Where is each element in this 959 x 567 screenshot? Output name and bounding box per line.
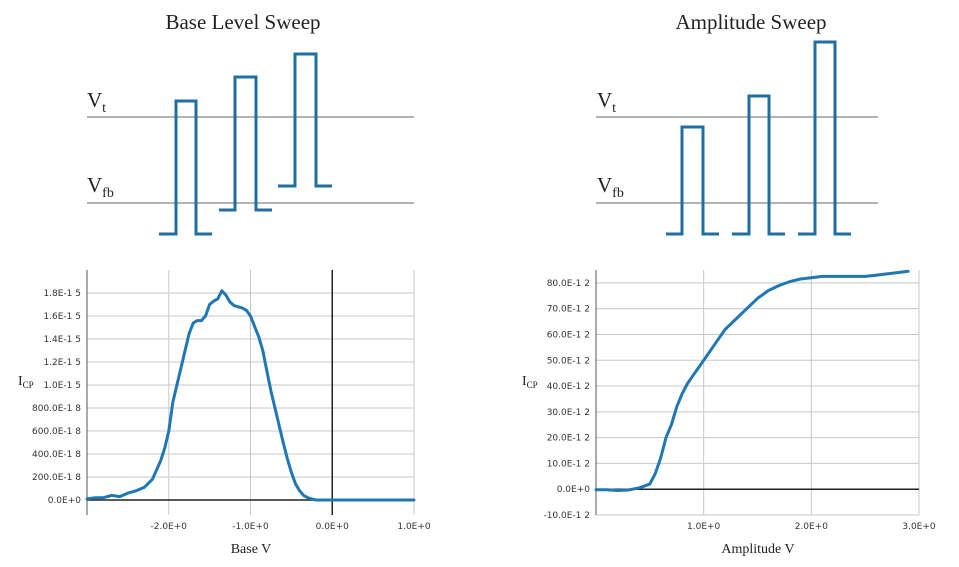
tick-labels: 0.0E+0 200.0E-1 8 400.0E-1 8 600.0E-1 8 800.… — [32, 289, 431, 532]
y-tick-label: 1.2E-1 5 — [43, 358, 81, 368]
x-tick-label: 1.0E+0 — [397, 522, 431, 532]
base-level-sweep-diagram: Base Level Sweep Vt Vfb — [87, 10, 414, 236]
y-tick-label: 200.0E-1 8 — [32, 473, 81, 483]
pulse-waveform-1 — [159, 99, 212, 236]
y-tick-label: 10.0E-1 2 — [547, 459, 590, 469]
vfb-label: Vfb — [597, 173, 624, 201]
pulse-waveform-3 — [798, 40, 851, 236]
vt-label: Vt — [597, 88, 616, 116]
y-tick-label: 1.4E-1 5 — [43, 335, 81, 345]
data-series — [594, 269, 910, 492]
zero-axes — [595, 270, 919, 515]
x-tick-label: -2.0E+0 — [150, 522, 187, 532]
y-tick-label: 30.0E-1 2 — [547, 408, 590, 418]
x-tick-label: 1.0E+0 — [687, 522, 721, 532]
series-line — [85, 289, 416, 502]
x-tick-label: 2.0E+0 — [795, 522, 829, 532]
y-tick-label: 80.0E-1 2 — [547, 279, 590, 289]
y-axis-label: ICP — [522, 374, 538, 390]
x-tick-label: -1.0E+0 — [232, 522, 269, 532]
amplitude-sweep-chart: -10.0E-1 2 0.0E+0 10.0E-1 2 20.0E-1 2 30.0E-… — [522, 269, 936, 557]
gridlines — [87, 270, 415, 515]
y-tick-label: 60.0E-1 2 — [547, 330, 590, 340]
tick-labels: -10.0E-1 2 0.0E+0 10.0E-1 2 20.0E-1 2 30.0E-… — [543, 279, 935, 532]
panel-title-amplitude-sweep: Amplitude Sweep — [675, 10, 826, 34]
pulse-waveform-2 — [732, 94, 785, 236]
pulse-waveform-3 — [278, 52, 332, 188]
x-axis-label: Amplitude V — [721, 542, 794, 557]
y-tick-label: 1.0E-1 5 — [43, 381, 81, 391]
y-tick-label: 800.0E-1 8 — [32, 404, 81, 414]
y-tick-label: 0.0E+0 — [557, 485, 591, 495]
x-axis-label: Base V — [231, 542, 272, 557]
x-tick-label: 3.0E+0 — [902, 522, 936, 532]
y-axis-label: ICP — [18, 374, 34, 390]
y-tick-label: 20.0E-1 2 — [547, 434, 590, 444]
y-tick-label: 1.6E-1 5 — [43, 312, 81, 322]
y-tick-label: -10.0E-1 2 — [543, 511, 590, 521]
pulse-waveform-2 — [219, 75, 272, 212]
series-line — [594, 269, 910, 492]
amplitude-sweep-diagram: Amplitude Sweep Vt Vfb — [596, 10, 878, 236]
y-tick-label: 70.0E-1 2 — [547, 305, 590, 315]
y-tick-label: 50.0E-1 2 — [547, 356, 590, 366]
y-tick-label: 1.8E-1 5 — [43, 289, 81, 299]
base-sweep-chart: 0.0E+0 200.0E-1 8 400.0E-1 8 600.0E-1 8 800.… — [18, 270, 431, 557]
x-tick-label: 0.0E+0 — [316, 522, 350, 532]
y-tick-label: 0.0E+0 — [48, 496, 82, 506]
gridlines — [596, 270, 920, 516]
y-tick-label: 40.0E-1 2 — [547, 382, 590, 392]
panel-title-base-level-sweep: Base Level Sweep — [165, 10, 320, 34]
data-series — [85, 289, 416, 502]
vt-label: Vt — [87, 88, 106, 116]
pulse-waveform-1 — [666, 125, 719, 236]
y-tick-label: 400.0E-1 8 — [32, 450, 81, 460]
y-tick-label: 600.0E-1 8 — [32, 427, 81, 437]
vfb-label: Vfb — [87, 173, 114, 201]
